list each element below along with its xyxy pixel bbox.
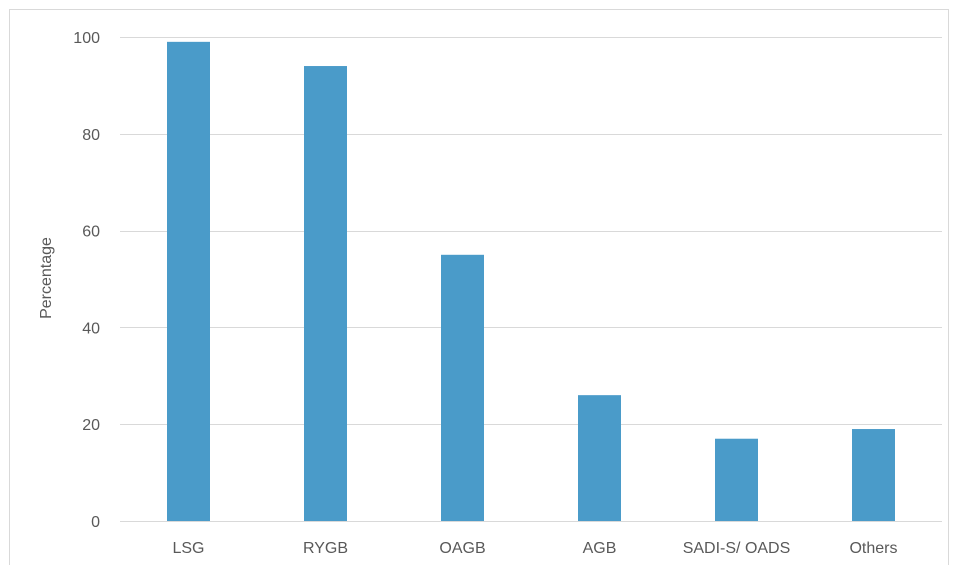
bar-lsg — [167, 41, 210, 522]
y-tick-label: 100 — [73, 30, 100, 47]
gridlines — [120, 37, 942, 522]
x-tick-label: Others — [849, 540, 897, 557]
x-tick-label: OAGB — [439, 540, 485, 557]
y-tick-label: 60 — [82, 224, 100, 241]
bar-rygb — [304, 66, 347, 521]
x-tick-label: LSG — [172, 540, 204, 557]
x-tick-label: RYGB — [303, 540, 348, 557]
y-tick-label: 0 — [91, 514, 100, 531]
bars — [167, 41, 895, 522]
bar-agb — [578, 395, 621, 521]
y-tick-label: 20 — [82, 417, 100, 434]
bar-others — [852, 429, 895, 521]
y-tick-label: 40 — [82, 320, 100, 337]
bar-oagb — [441, 254, 484, 522]
y-tick-labels: 0 20 40 60 80 100 — [73, 30, 100, 531]
chart-frame — [9, 9, 949, 565]
y-axis-title: Percentage — [38, 237, 55, 319]
x-tick-labels: LSG RYGB OAGB AGB SADI-S/ OADS Others — [172, 540, 897, 557]
y-tick-label: 80 — [82, 127, 100, 144]
x-tick-label: AGB — [583, 540, 617, 557]
x-tick-label: SADI-S/ OADS — [683, 540, 791, 557]
bar-sadi-s-oads — [715, 438, 758, 521]
